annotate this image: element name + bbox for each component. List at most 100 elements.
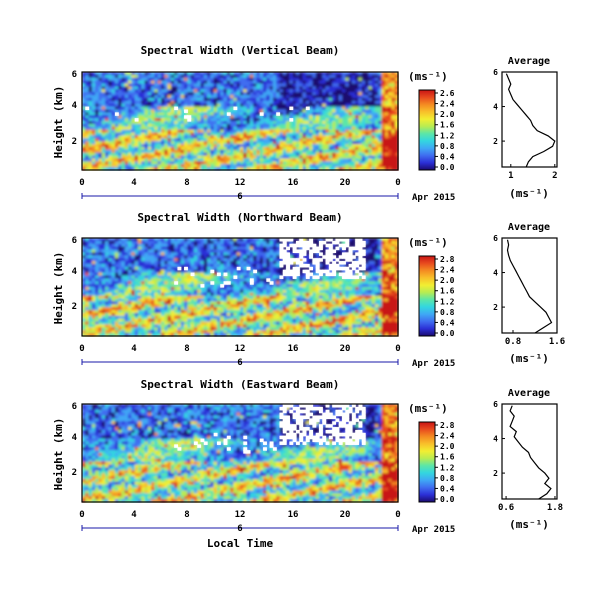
- heatmap-cell: [315, 144, 320, 148]
- heatmap-cell: [272, 80, 277, 85]
- heatmap-cell: [391, 95, 396, 99]
- heatmap-cell: [299, 77, 304, 82]
- heatmap-cell: [266, 289, 271, 294]
- heatmap-cell: [315, 289, 320, 294]
- heatmap-cell: [312, 263, 317, 268]
- heatmap-cell: [216, 80, 221, 85]
- heatmap-cell: [197, 138, 202, 142]
- heatmap-cell: [299, 135, 304, 139]
- heatmap-cell: [161, 155, 165, 160]
- heatmap-cell: [220, 152, 225, 157]
- heatmap-cell: [177, 100, 182, 105]
- heatmap-cell: [272, 118, 277, 122]
- heatmap-cell: [88, 238, 93, 242]
- heatmap-cell: [151, 112, 156, 116]
- heatmap-cell: [394, 252, 399, 256]
- heatmap-cell: [328, 121, 333, 125]
- heatmap-cell: [368, 146, 373, 151]
- heatmap-cell: [325, 118, 330, 122]
- heatmap-cell: [246, 287, 251, 291]
- heatmap-cell: [351, 287, 356, 291]
- heatmap-cell: [322, 272, 327, 277]
- heatmap-cell: [187, 161, 192, 165]
- heatmap-cell: [266, 269, 271, 274]
- heatmap-cell: [95, 144, 100, 148]
- heatmap-cell: [193, 261, 198, 265]
- heatmap-cell: [236, 249, 241, 254]
- heatmap-cell: [394, 258, 399, 262]
- heatmap-cell: [207, 292, 211, 297]
- heatmap-cell: [161, 83, 165, 88]
- heatmap-cell: [121, 77, 126, 82]
- heatmap-cell: [378, 97, 383, 102]
- heatmap-cell: [319, 121, 323, 125]
- heatmap-cell: [82, 167, 86, 171]
- heatmap-cell: [263, 161, 267, 165]
- heatmap-cell: [98, 155, 103, 160]
- heatmap-cell: [351, 155, 356, 160]
- heatmap-cell: [174, 115, 179, 119]
- heatmap-cell: [299, 266, 304, 271]
- heatmap-cell: [144, 289, 149, 294]
- heatmap-cell: [279, 72, 284, 76]
- heatmap-cell: [361, 149, 366, 154]
- heatmap-cell: [197, 141, 202, 145]
- heatmap-cell: [197, 118, 202, 122]
- heatmap-cell: [259, 106, 264, 111]
- heatmap-cell: [207, 141, 211, 145]
- heatmap-cell: [243, 144, 248, 148]
- heatmap-cell: [319, 95, 323, 99]
- heatmap-cell: [233, 132, 238, 137]
- heatmap-cell: [170, 80, 175, 85]
- heatmap-cell: [315, 272, 320, 277]
- heatmap-cell: [101, 106, 106, 111]
- heatmap-cell: [322, 287, 327, 291]
- heatmap-cell: [253, 97, 258, 102]
- heatmap-cell: [131, 261, 136, 265]
- heatmap-cell: [292, 240, 297, 245]
- heatmap-cell: [361, 129, 366, 134]
- heatmap-cell: [124, 121, 129, 125]
- heatmap-cell: [240, 106, 244, 111]
- heatmap-cell: [266, 152, 271, 157]
- heatmap-cell: [384, 112, 389, 116]
- heatmap-cell: [200, 238, 205, 242]
- heatmap-cell: [207, 100, 211, 105]
- heatmap-cell: [161, 74, 165, 79]
- heatmap-cell: [328, 112, 333, 116]
- heatmap-cell: [322, 144, 327, 148]
- heatmap-cell: [154, 86, 159, 90]
- heatmap-cell: [137, 167, 142, 171]
- heatmap-cell: [368, 121, 373, 125]
- heatmap-cell: [230, 141, 235, 145]
- heatmap-cell: [170, 97, 175, 102]
- heatmap-cell: [332, 83, 337, 88]
- heatmap-cell: [266, 138, 271, 142]
- heatmap-cell: [338, 74, 343, 79]
- heatmap-cell: [371, 289, 376, 294]
- heatmap-cell: [358, 155, 363, 160]
- heatmap-cell: [180, 261, 185, 265]
- heatmap-cell: [246, 141, 251, 145]
- heatmap-cell: [312, 115, 317, 119]
- heatmap-cell: [289, 161, 294, 165]
- heatmap-cell: [259, 86, 264, 90]
- heatmap-cell: [101, 261, 106, 265]
- heatmap-cell: [151, 161, 156, 165]
- heatmap-cell: [384, 261, 389, 265]
- heatmap-cell: [137, 97, 142, 102]
- heatmap-cell: [374, 287, 379, 291]
- heatmap-cell: [253, 129, 258, 134]
- heatmap-cell: [374, 95, 379, 99]
- heatmap-cell: [187, 74, 192, 79]
- heatmap-cell: [154, 246, 159, 251]
- heatmap-cell: [266, 249, 271, 254]
- heatmap-cell: [108, 146, 113, 151]
- heatmap-cell: [167, 249, 172, 254]
- heatmap-cell: [243, 121, 248, 125]
- heatmap-cell: [259, 129, 264, 134]
- heatmap-cell: [335, 121, 340, 125]
- heatmap-cell: [108, 258, 113, 262]
- heatmap-cell: [114, 252, 119, 256]
- heatmap-cell: [319, 281, 323, 285]
